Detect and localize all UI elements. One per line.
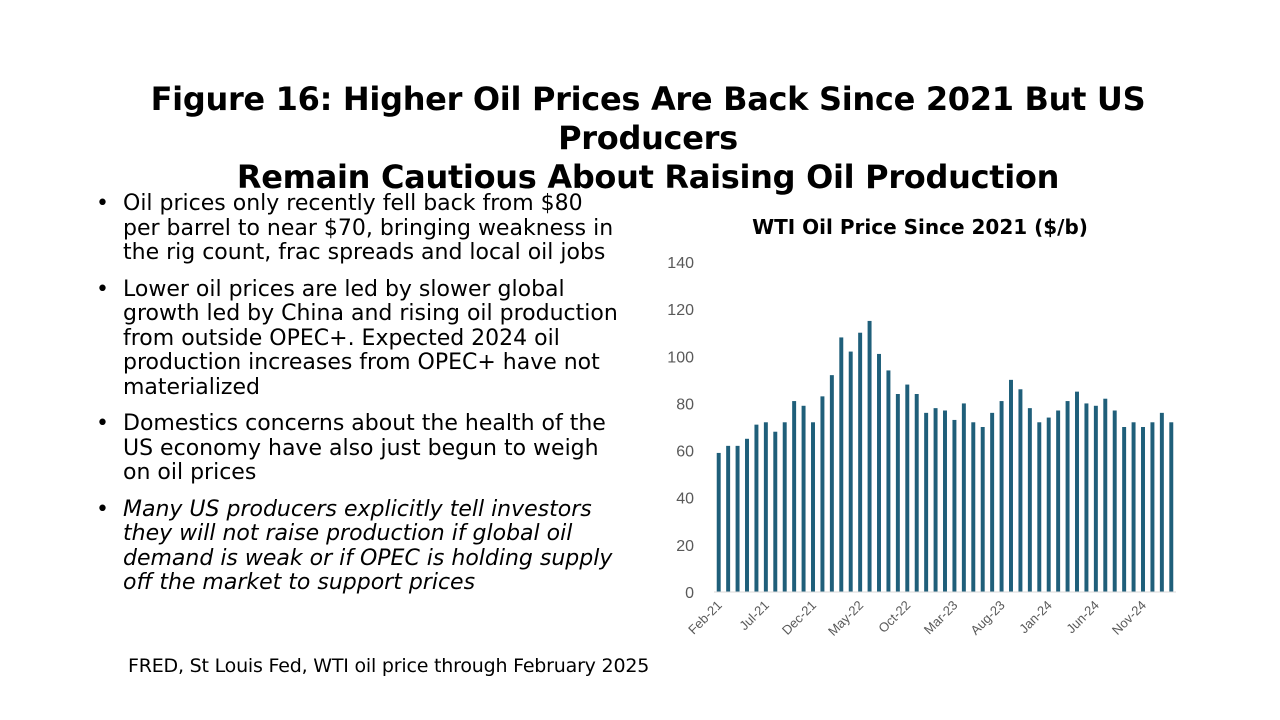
bullet-text: Many US producers explicitly tell invest…	[123, 496, 613, 595]
wti-chart: WTI Oil Price Since 2021 ($/b) 0 20 40 60 80…	[667, 215, 1176, 639]
bar	[820, 396, 825, 592]
bar	[943, 410, 947, 592]
x-tick-label: Jul-21	[736, 598, 772, 634]
bar	[961, 403, 966, 592]
bar	[1075, 391, 1079, 592]
bullet-text: Lower oil prices are led by slower globa…	[123, 276, 618, 400]
bar	[867, 320, 872, 592]
bar	[1037, 422, 1042, 592]
bar	[999, 401, 1004, 592]
bar	[1159, 412, 1164, 592]
bar	[735, 445, 740, 592]
bullet-item: • Oil prices only recently fell back from…	[96, 191, 626, 266]
bar	[895, 394, 900, 592]
bar	[990, 412, 995, 592]
bar	[773, 431, 778, 592]
bar	[933, 408, 938, 592]
y-tick-label: 120	[667, 302, 694, 319]
slide-title: Figure 16: Higher Oil Prices Are Back Si…	[60, 80, 1236, 197]
x-axis: Feb-21 Jul-21 Dec-21 May-22 Oct-22 Mar-23 Aug-…	[685, 598, 1149, 639]
bar	[1112, 410, 1117, 592]
bar	[1103, 398, 1108, 592]
bar	[1169, 422, 1174, 592]
slide-title-line-1: Figure 16: Higher Oil Prices Are Back Si…	[150, 80, 1146, 157]
bar	[754, 424, 759, 592]
bar	[905, 384, 910, 592]
bullet-list: • Oil prices only recently fell back from…	[96, 191, 626, 608]
bullet-item: • Many US producers explicitly tell inves…	[96, 496, 626, 596]
source-note: FRED, St Louis Fed, WTI oil price throug…	[128, 655, 650, 677]
bar	[1046, 417, 1051, 592]
bar	[763, 422, 768, 592]
bar	[1093, 405, 1098, 592]
bar	[1122, 427, 1127, 592]
bar	[839, 337, 844, 592]
bar	[886, 370, 891, 592]
bar	[1150, 422, 1155, 592]
x-tick-label: May-22	[825, 598, 866, 639]
bar	[726, 445, 731, 592]
x-tick-label: Feb-21	[685, 598, 725, 638]
bar	[877, 353, 881, 592]
bar	[1056, 410, 1061, 592]
x-tick-label: Nov-24	[1109, 598, 1149, 638]
bar	[811, 422, 815, 592]
y-axis: 0 20 40 60 80 100 120 140	[667, 255, 694, 602]
bar	[980, 427, 985, 592]
y-tick-label: 100	[667, 349, 694, 366]
x-tick-label: Oct-22	[875, 598, 913, 636]
bar	[745, 438, 749, 592]
bullet-text: Oil prices only recently fell back from …	[123, 191, 614, 265]
x-tick-label: Jun-24	[1063, 598, 1102, 637]
x-tick-label: Jan-24	[1016, 598, 1055, 637]
bullet-text: Domestics concerns about the health of t…	[123, 411, 606, 485]
bar	[1141, 427, 1145, 592]
bar	[914, 394, 919, 592]
bar	[858, 332, 863, 592]
bar	[1131, 422, 1136, 592]
bullet-item: • Domestics concerns about the health of …	[96, 411, 626, 486]
slide-title-line-2: Remain Cautious About Raising Oil Produc…	[236, 158, 1060, 196]
y-tick-label: 80	[676, 396, 694, 413]
bar	[782, 422, 787, 592]
y-tick-label: 140	[667, 255, 694, 272]
y-tick-label: 0	[685, 585, 694, 602]
bar	[801, 405, 806, 592]
bars	[716, 320, 1174, 592]
bullet-marker: •	[96, 411, 109, 436]
bullet-marker: •	[96, 496, 109, 522]
bullet-marker: •	[96, 276, 109, 302]
bar	[848, 351, 853, 592]
chart-title: WTI Oil Price Since 2021 ($/b)	[752, 215, 1088, 239]
bullet-item: • Lower oil prices are led by slower glob…	[96, 276, 626, 401]
bar	[924, 412, 929, 592]
bar	[1065, 401, 1070, 592]
bar	[971, 422, 976, 592]
bar	[1027, 408, 1032, 592]
bar	[1009, 379, 1013, 592]
bar	[1084, 403, 1089, 592]
bar	[792, 401, 797, 592]
y-tick-label: 60	[676, 444, 694, 461]
y-tick-label: 20	[676, 538, 694, 555]
bar	[952, 419, 957, 592]
x-tick-label: Aug-23	[967, 598, 1007, 638]
bullet-marker: •	[96, 191, 109, 216]
x-tick-label: Mar-23	[921, 598, 961, 638]
bar	[1018, 389, 1023, 592]
x-tick-label: Dec-21	[779, 598, 819, 638]
y-tick-label: 40	[676, 491, 694, 508]
bar	[829, 375, 834, 592]
bar	[716, 452, 721, 592]
